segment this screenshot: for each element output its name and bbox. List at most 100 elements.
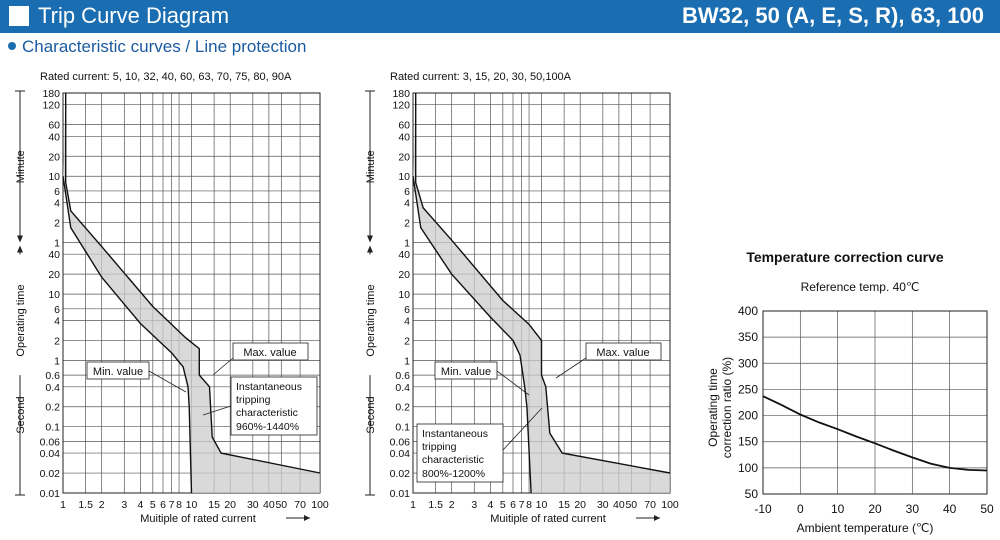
y-tick-label: 0.2 [45, 402, 60, 414]
y-tick-label: 1 [404, 238, 410, 250]
instant-range: 960%-1440% [236, 421, 299, 433]
temp-x-tick-label: 0 [797, 502, 804, 516]
temp-y-tick-label: 150 [738, 435, 758, 449]
y-tick-label: 1 [54, 355, 60, 367]
y-tick-label: 180 [392, 88, 410, 100]
y-tick-label: 2 [54, 335, 60, 347]
x-tick-label: 100 [661, 499, 679, 511]
x-tick-label: 20 [574, 499, 586, 511]
y-tick-label: 0.01 [40, 488, 61, 500]
x-tick-label: 2 [449, 499, 455, 511]
opt-arrowhead [17, 245, 23, 253]
y-tick-label: 0.04 [390, 448, 411, 460]
temp-plot-frame [762, 310, 988, 495]
y-tick-label: 20 [398, 151, 410, 163]
min-value-curve [412, 176, 532, 494]
y-tick-label: 2 [404, 218, 410, 230]
minute-arrowhead [17, 235, 23, 243]
temp-x-tick-label: 30 [906, 502, 920, 516]
x-tick-label: 8 [176, 499, 182, 511]
y-tick-label: 20 [398, 269, 410, 281]
bullet-icon [8, 41, 16, 50]
y-tick-label: 40 [48, 131, 60, 143]
max-leader [212, 357, 234, 376]
header-square-icon [9, 6, 29, 26]
x-tick-label: 15 [558, 499, 570, 511]
min-label-box [434, 361, 498, 380]
min-value-label: Min. value [93, 366, 143, 378]
y-tick-label: 0.4 [395, 382, 410, 394]
y-tick-label: 0.6 [395, 370, 410, 382]
x-axis-label: Muitiple of rated current [140, 513, 256, 525]
min-value-curve [62, 176, 193, 494]
instant-leader [502, 407, 543, 451]
y-tick-label: 0.02 [390, 468, 411, 480]
y-tick-label: 6 [54, 304, 60, 316]
temp-x-tick-label: 50 [980, 502, 994, 516]
x-tick-label: 1.5 [428, 499, 443, 511]
minute-label: Minute [15, 150, 27, 183]
y-tick-label: 0.2 [395, 402, 410, 414]
temp-correction-curve [762, 395, 988, 472]
x-tick-label: 50 [625, 499, 637, 511]
temp-x-tick-label: 20 [868, 502, 882, 516]
x-axis-label: Muitiple of rated current [490, 513, 606, 525]
x-tick-label: 6 [510, 499, 516, 511]
y-tick-label: 120 [392, 100, 410, 112]
instant-label: tripping [422, 441, 457, 453]
y-tick-label: 0.4 [45, 382, 60, 394]
temp-x-tick-label: 40 [943, 502, 957, 516]
y-tick-label: 40 [48, 249, 60, 261]
min-leader [148, 370, 187, 393]
chart-title: Rated current: 3, 15, 20, 30, 50,100A [390, 71, 572, 83]
y-tick-label: 60 [398, 120, 410, 132]
y-axis-label: Operating time [365, 284, 377, 356]
y-tick-label: 2 [54, 218, 60, 230]
temp-y-tick-label: 100 [738, 461, 758, 475]
y-tick-label: 0.6 [45, 370, 60, 382]
x-axis-arrowhead [654, 515, 660, 521]
temp-chart-title: Temperature correction curve [746, 249, 944, 265]
y-tick-label: 4 [404, 315, 410, 327]
temp-y-axis-label: Operating time [706, 368, 720, 447]
x-tick-label: 5 [150, 499, 156, 511]
x-tick-label: 100 [311, 499, 329, 511]
max-value-curve [415, 93, 671, 474]
x-tick-label: 10 [536, 499, 548, 511]
x-tick-label: 1.5 [78, 499, 93, 511]
y-tick-label: 0.06 [390, 436, 411, 448]
x-tick-label: 15 [208, 499, 220, 511]
x-tick-label: 7 [169, 499, 175, 511]
y-tick-label: 10 [48, 171, 60, 183]
instant-label: tripping [236, 394, 271, 406]
x-axis-arrowhead [304, 515, 310, 521]
temp-y-tick-label: 200 [738, 409, 758, 423]
tolerance-band [413, 93, 670, 493]
y-tick-label: 1 [54, 238, 60, 250]
x-tick-label: 5 [500, 499, 506, 511]
x-tick-label: 3 [121, 499, 127, 511]
max-value-label: Max. value [596, 347, 649, 359]
y-tick-label: 120 [42, 100, 60, 112]
y-tick-label: 10 [398, 171, 410, 183]
header-bar: Trip Curve Diagram BW32, 50 (A, E, S, R)… [0, 0, 1000, 33]
x-tick-label: 20 [224, 499, 236, 511]
y-tick-label: 0.06 [40, 436, 61, 448]
y-tick-label: 6 [404, 186, 410, 198]
y-tick-label: 0.04 [40, 448, 61, 460]
x-tick-label: 30 [247, 499, 259, 511]
instant-label: characteristic [236, 407, 298, 419]
y-tick-label: 4 [54, 315, 60, 327]
temp-y-tick-label: 250 [738, 382, 758, 396]
x-tick-label: 70 [294, 499, 306, 511]
y-axis-label: Operating time [15, 284, 27, 356]
second-label: Second [15, 396, 27, 433]
second-label: Second [365, 396, 377, 433]
max-value-curve [64, 93, 321, 474]
section-subtitle-text: Characteristic curves / Line protection [22, 37, 307, 56]
x-tick-label: 7 [519, 499, 525, 511]
temp-chart-subtitle: Reference temp. 40℃ [801, 280, 920, 294]
max-label-box [585, 342, 662, 361]
section-subtitle: Characteristic curves / Line protection [8, 37, 306, 57]
